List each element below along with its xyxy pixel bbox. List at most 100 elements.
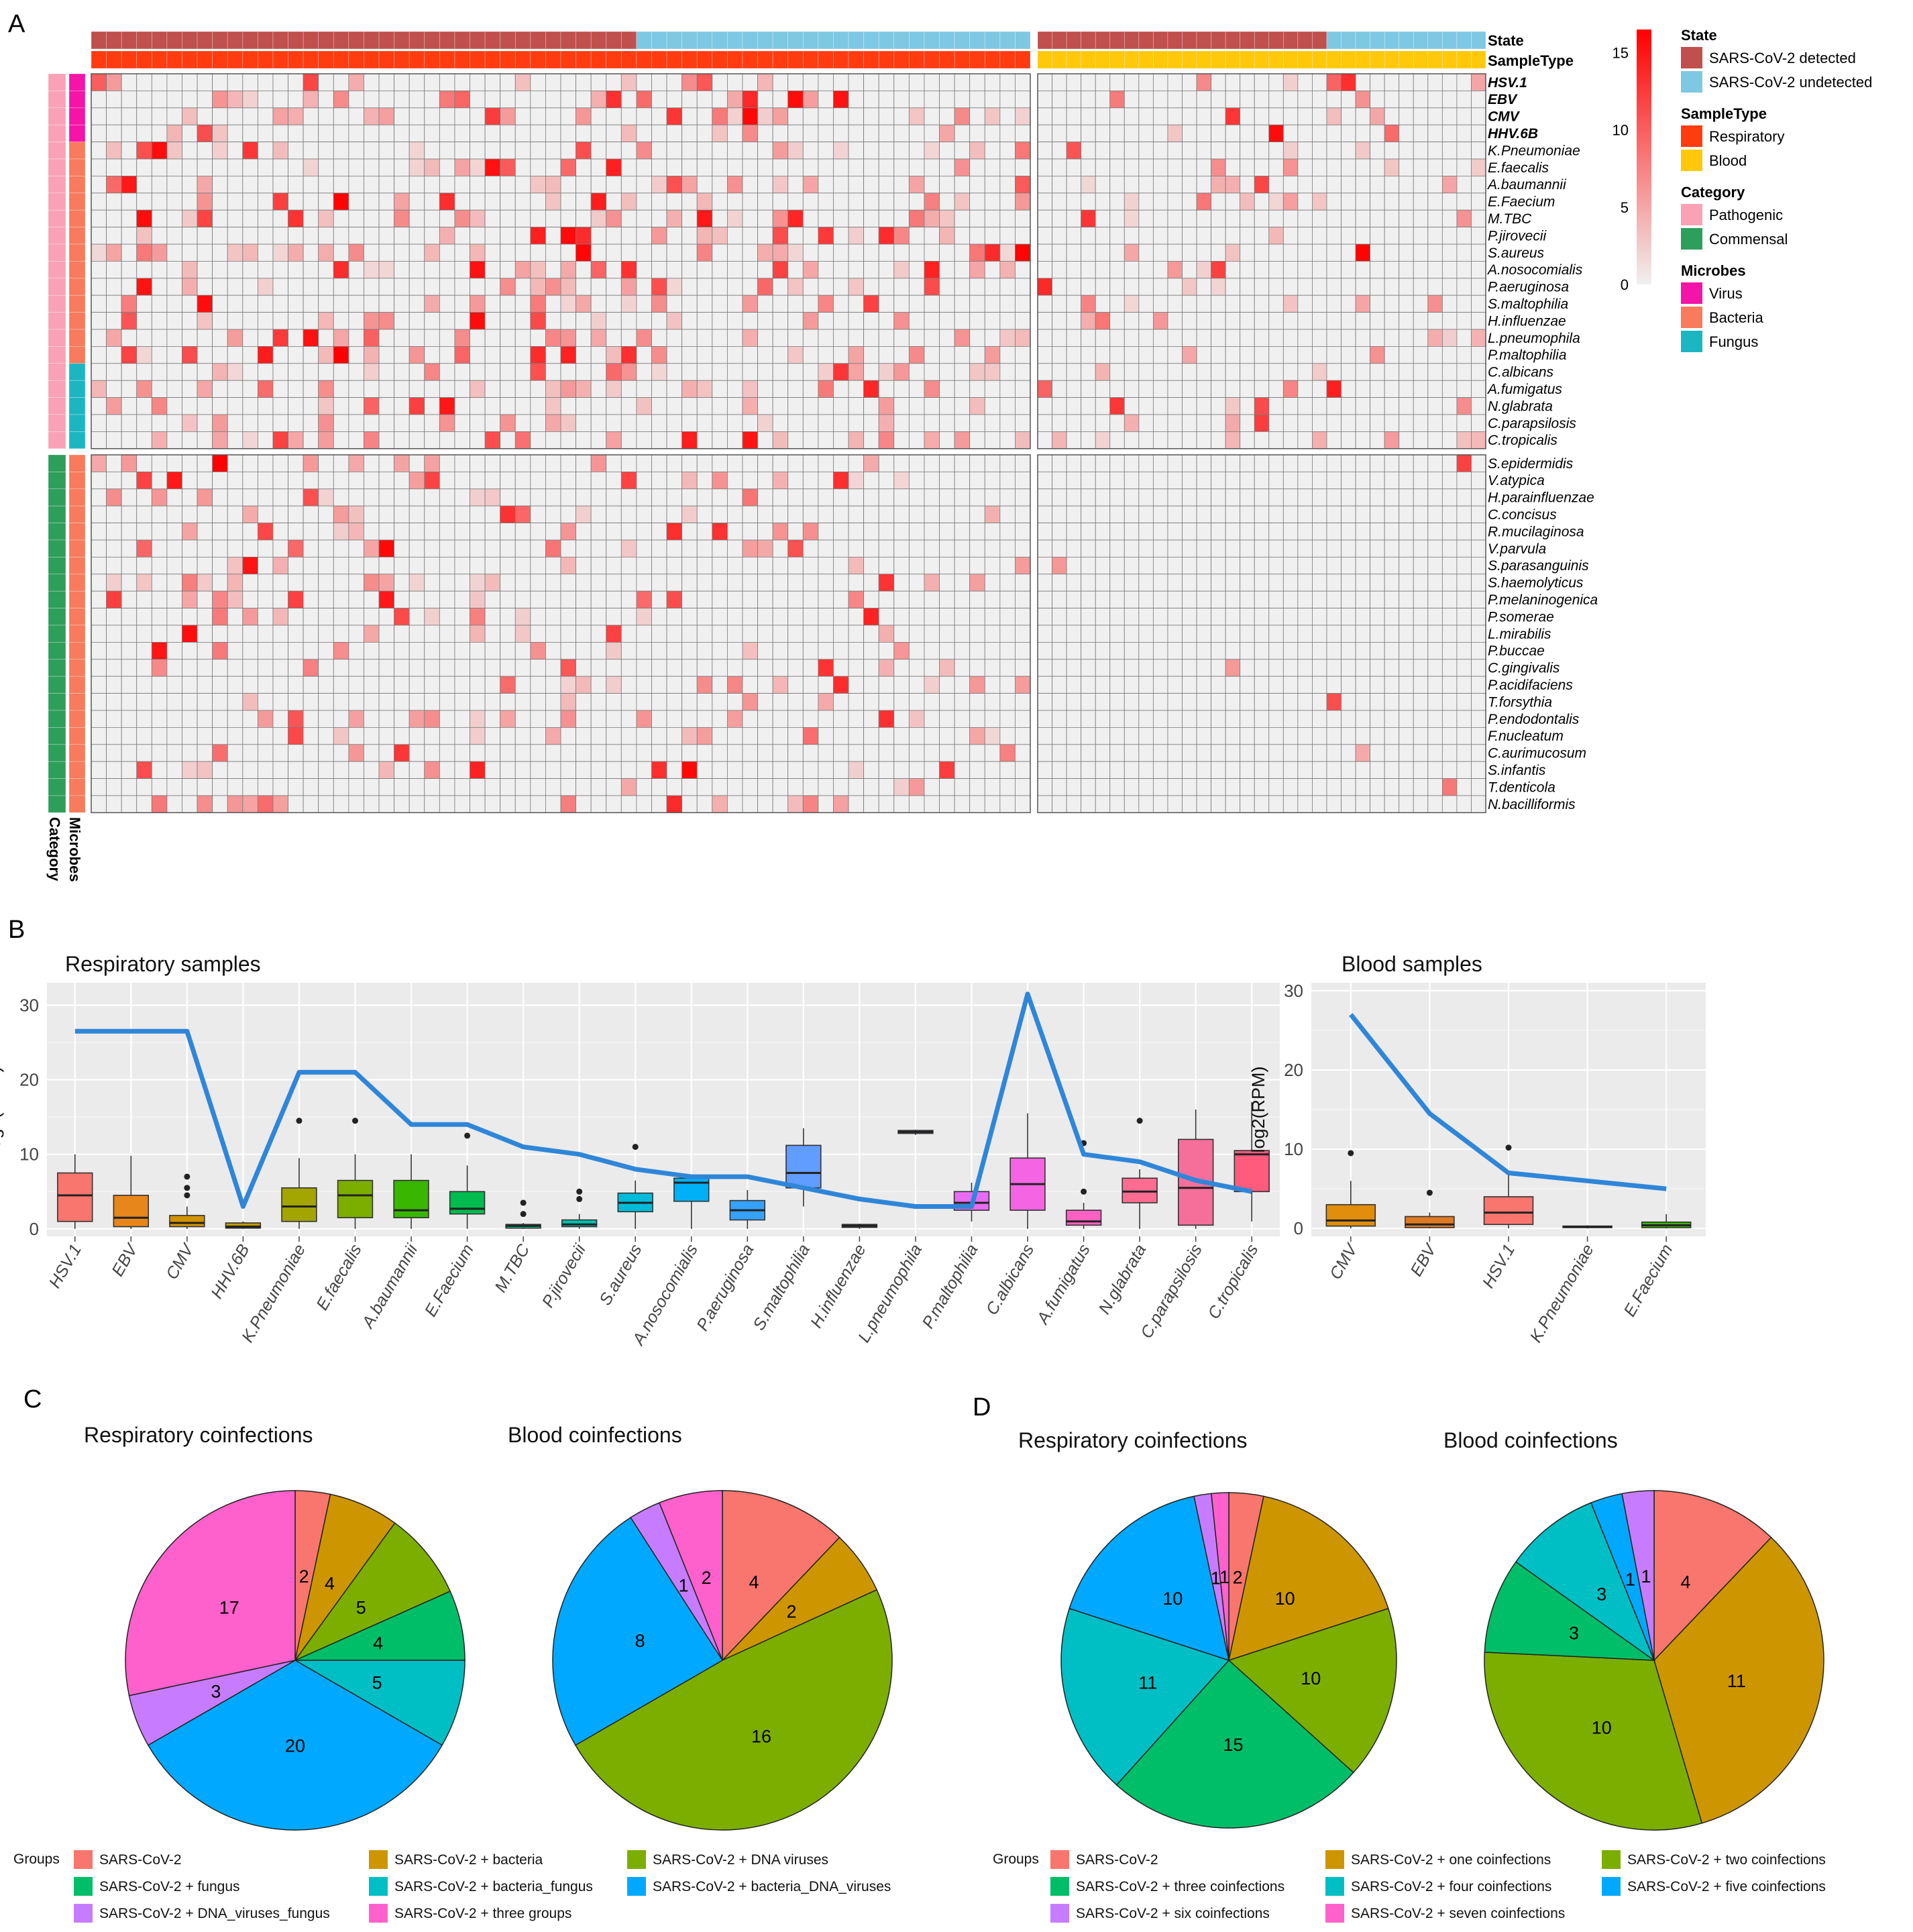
heatmap-cell (833, 710, 849, 728)
heatmap-cell (726, 73, 743, 91)
heatmap-cell (954, 488, 971, 506)
heatmap-cell (666, 124, 683, 142)
heatmap-cell (364, 90, 380, 109)
heatmap-cell (212, 227, 228, 245)
heatmap-cell (666, 557, 683, 575)
heatmap-cell (242, 260, 258, 279)
heatmap-cell (1399, 523, 1414, 541)
heatmap-cell (848, 659, 865, 677)
heatmap-cell (696, 488, 713, 506)
heatmap-cell (726, 158, 743, 176)
heatmap-cell (651, 608, 667, 626)
heatmap-cell (439, 676, 455, 694)
column-annotation-cell (1355, 50, 1370, 69)
heatmap-cell (121, 727, 138, 745)
heatmap-cell (712, 142, 728, 160)
heatmap-cell (999, 590, 1016, 609)
heatmap-cell (939, 312, 955, 330)
heatmap-cell (954, 693, 971, 711)
heatmap-cell (408, 209, 425, 228)
heatmap-cell (1399, 278, 1414, 296)
heatmap-cell (1471, 778, 1486, 796)
heatmap-cell (1341, 363, 1356, 381)
heatmap-cell (121, 380, 138, 398)
heatmap-cell (939, 175, 955, 194)
heatmap-cell (1370, 693, 1385, 711)
heatmap-cell (1312, 294, 1327, 313)
heatmap-cell (999, 472, 1016, 490)
heatmap-cell (1413, 642, 1429, 660)
heatmap-cell (424, 693, 440, 711)
heatmap-cell (424, 227, 440, 245)
heatmap-cell (666, 107, 683, 125)
heatmap-cell (424, 744, 440, 762)
heatmap-cell (333, 744, 349, 762)
heatmap-cell (1441, 294, 1458, 313)
heatmap-cell (530, 278, 546, 296)
heatmap-cell (1355, 693, 1371, 711)
heatmap-cell (924, 294, 940, 313)
pie-panel-c: Respiratory coinfections Blood coinfecti… (13, 1423, 893, 1923)
legend-swatch (1602, 1877, 1621, 1896)
heatmap-cell (590, 158, 607, 176)
heatmap-cell (1297, 193, 1313, 211)
pie-value-label: 1 (678, 1576, 688, 1596)
heatmap-cell (364, 574, 380, 592)
heatmap-cell (1225, 175, 1241, 194)
heatmap-cell (439, 158, 455, 176)
heatmap-cell (908, 107, 925, 125)
heatmap-cell (999, 659, 1016, 677)
heatmap-cell (999, 397, 1016, 415)
heatmap-cell (1326, 73, 1342, 91)
heatmap-row-label: V.atypica (1488, 473, 1545, 488)
heatmap-cell (1052, 329, 1067, 347)
heatmap-cell (818, 710, 834, 728)
heatmap-cell (303, 260, 319, 279)
heatmap-cell (1109, 209, 1125, 228)
heatmap-cell (1015, 505, 1031, 524)
heatmap-row-label: HHV.6B (1488, 126, 1538, 142)
heatmap-cell (1052, 227, 1067, 245)
heatmap-cell (1211, 158, 1226, 176)
column-annotation-cell (303, 50, 319, 69)
heatmap-cell (408, 107, 425, 125)
heatmap-cell (91, 761, 107, 779)
heatmap-cell (318, 414, 334, 432)
heatmap-cell (408, 693, 425, 711)
heatmap-cell (1240, 727, 1255, 745)
heatmap-cell (197, 523, 213, 541)
heatmap-cell (106, 312, 122, 330)
column-annotation-cell (439, 31, 455, 50)
heatmap-cell (1326, 744, 1342, 762)
heatmap-cell (878, 488, 895, 506)
heatmap-cell (242, 778, 258, 796)
heatmap-cell (1341, 329, 1356, 347)
heatmap-cell (1456, 278, 1472, 296)
heatmap-cell (787, 625, 804, 643)
heatmap-cell (969, 472, 985, 490)
heatmap-cell (136, 209, 152, 228)
heatmap-cell (893, 778, 910, 796)
heatmap-cell (439, 397, 455, 415)
heatmap-cell (1081, 539, 1096, 557)
heatmap-cell (969, 727, 985, 745)
heatmap-cell (242, 505, 258, 524)
heatmap-cell (1138, 260, 1154, 279)
heatmap-cell (1297, 625, 1313, 643)
heatmap-cell (863, 158, 879, 176)
heatmap-cell (954, 209, 971, 228)
heatmap-cell (197, 625, 213, 643)
heatmap-cell (984, 625, 1001, 643)
microbe-cell (68, 312, 86, 330)
heatmap-cell (303, 608, 319, 626)
column-annotation-cell (1471, 31, 1486, 50)
column-annotation-cell (106, 50, 122, 69)
heatmap-cell (651, 454, 667, 472)
heatmap-cell (257, 363, 274, 381)
heatmap-cell (1109, 488, 1125, 506)
heatmap-cell (878, 227, 895, 245)
heatmap-cell (560, 193, 576, 211)
heatmap-cell (1384, 454, 1400, 472)
heatmap-cell (182, 175, 198, 194)
heatmap-cell (288, 676, 304, 694)
